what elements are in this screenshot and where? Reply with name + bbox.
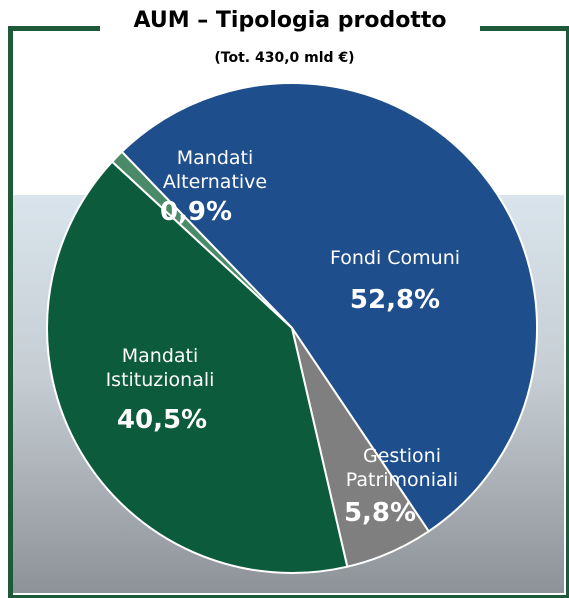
chart-title: AUM – Tipologia prodotto	[100, 4, 480, 38]
value-label: 0,9%	[136, 197, 256, 227]
slice-label: Fondi Comuni	[325, 246, 465, 270]
value-label: 40,5%	[102, 405, 222, 435]
value-label: 5,8%	[320, 498, 440, 528]
value-label: 52,8%	[335, 285, 455, 315]
slice-label: Mandati Alternative	[145, 146, 285, 194]
chart: AUM – Tipologia prodotto (Tot. 430,0 mld…	[0, 0, 569, 598]
slice-label: Gestioni Patrimoniali	[332, 444, 472, 492]
slice-label: Mandati Istituzionali	[90, 344, 230, 392]
pie-area	[0, 0, 569, 598]
chart-subtitle: (Tot. 430,0 mld €)	[0, 50, 569, 66]
